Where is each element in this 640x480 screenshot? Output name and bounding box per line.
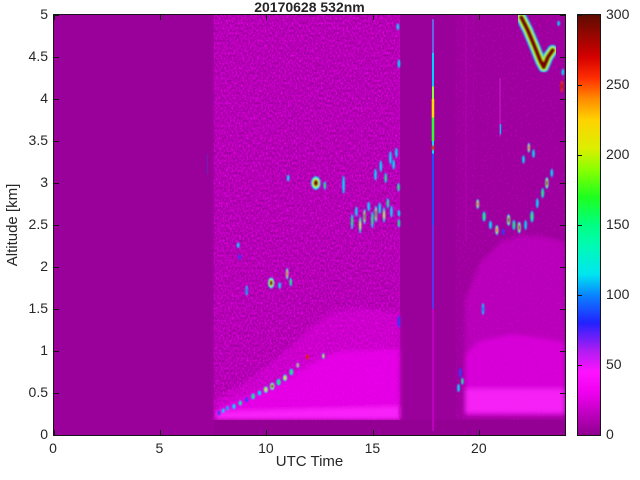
plot-area: [53, 14, 566, 436]
y-tick: [54, 56, 59, 58]
y-tick-label: 4.5: [28, 48, 48, 64]
colorbar-tick: [578, 434, 582, 436]
y-tick: [54, 182, 59, 184]
colorbar-tick-label: 0: [606, 426, 614, 442]
y-tick: [54, 434, 59, 436]
x-axis-label: UTC Time: [275, 453, 344, 470]
y-tick-right: [560, 224, 565, 226]
y-tick: [54, 392, 59, 394]
y-tick: [54, 350, 59, 352]
x-tick-label: 10: [258, 440, 274, 456]
y-tick-right: [560, 182, 565, 184]
x-tick-top: [266, 15, 268, 20]
x-tick-top: [159, 15, 161, 20]
x-tick-top: [479, 15, 481, 20]
colorbar-tick-label: 200: [606, 146, 630, 162]
x-tick-label: 20: [471, 440, 487, 456]
y-tick-label: 0.5: [28, 384, 48, 400]
y-tick-right: [560, 392, 565, 394]
colorbar-tick-label: 250: [606, 76, 630, 92]
y-tick-right: [560, 56, 565, 58]
y-tick-label: 5: [40, 6, 48, 22]
y-tick: [54, 98, 59, 100]
colorbar-tick-label: 300: [606, 6, 630, 22]
y-tick-label: 3.5: [28, 132, 48, 148]
heatmap-canvas: [54, 15, 565, 435]
y-tick-label: 1.5: [28, 300, 48, 316]
y-tick-label: 0: [40, 426, 48, 442]
x-tick-top: [53, 15, 55, 20]
x-tick-label: 5: [155, 440, 164, 456]
x-tick: [372, 430, 374, 435]
colorbar-tick: [578, 154, 582, 156]
x-tick: [266, 430, 268, 435]
colorbar-tick: [578, 14, 582, 16]
colorbar-tick: [578, 294, 582, 296]
colorbar-tick-label: 100: [606, 286, 630, 302]
y-tick: [54, 308, 59, 310]
x-tick: [479, 430, 481, 435]
y-tick-right: [560, 308, 565, 310]
y-tick: [54, 224, 59, 226]
colorbar-tick: [578, 224, 582, 226]
y-tick-right: [560, 266, 565, 268]
x-tick: [159, 430, 161, 435]
colorbar-tick-label: 50: [606, 356, 622, 372]
colorbar-gradient: [578, 15, 600, 435]
x-tick-label: 15: [364, 440, 381, 456]
y-tick-right: [560, 350, 565, 352]
y-tick-label: 3: [40, 174, 48, 190]
x-tick-label: 0: [49, 440, 57, 456]
colorbar-tick: [578, 364, 582, 366]
y-tick-label: 2.5: [28, 216, 48, 232]
x-tick: [53, 430, 55, 435]
x-tick-top: [372, 15, 374, 20]
y-tick-label: 2: [40, 258, 48, 274]
y-tick-right: [560, 140, 565, 142]
y-tick: [54, 140, 59, 142]
y-tick: [54, 14, 59, 16]
y-tick-right: [560, 14, 565, 16]
y-tick-right: [560, 98, 565, 100]
colorbar: [577, 14, 601, 436]
colorbar-tick: [578, 84, 582, 86]
chart-title: 20170628 532nm: [254, 0, 365, 15]
colorbar-tick-label: 150: [606, 216, 630, 232]
y-tick-label: 1: [40, 342, 48, 358]
y-tick: [54, 266, 59, 268]
y-tick-label: 4: [40, 90, 48, 106]
y-tick-right: [560, 434, 565, 436]
